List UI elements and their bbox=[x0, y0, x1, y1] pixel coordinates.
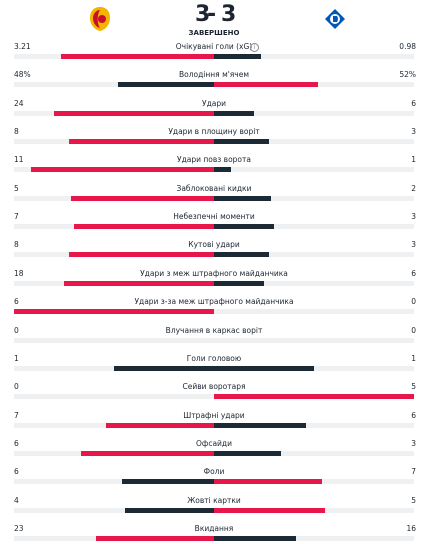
home-bar bbox=[64, 280, 214, 286]
home-logo bbox=[90, 7, 110, 31]
bar-track bbox=[14, 309, 414, 315]
stat-label: Фоли bbox=[203, 467, 225, 477]
home-bar bbox=[96, 535, 214, 541]
away-value: 7 bbox=[411, 467, 416, 477]
match-status: ЗАВЕРШЕНО bbox=[188, 29, 240, 37]
away-value: 6 bbox=[411, 410, 416, 420]
away-bar bbox=[214, 110, 254, 116]
stat-label: Удари повз ворота bbox=[177, 155, 251, 165]
away-value: 52% bbox=[399, 70, 416, 80]
home-value: 11 bbox=[14, 155, 24, 165]
away-bar bbox=[214, 535, 297, 541]
home-value: 8 bbox=[14, 240, 19, 250]
stat-label: Офсайди bbox=[196, 438, 232, 448]
home-value: 23 bbox=[14, 523, 24, 533]
away-value: 16 bbox=[406, 523, 416, 533]
home-value: 6 bbox=[14, 467, 19, 477]
home-bar bbox=[68, 139, 214, 145]
stat-label: Удари з-за меж штрафного майданчика bbox=[134, 297, 294, 307]
home-value: 6 bbox=[14, 297, 19, 307]
away-value: 3 bbox=[411, 438, 416, 448]
stat-label: Вкидання bbox=[194, 523, 234, 533]
away-value: 3 bbox=[411, 212, 416, 222]
away-bar bbox=[214, 365, 314, 371]
away-value: 0 bbox=[411, 297, 416, 307]
away-logo bbox=[325, 9, 345, 29]
away-value: 1 bbox=[411, 155, 416, 165]
away-value: 5 bbox=[411, 495, 416, 505]
away-value: 0 bbox=[411, 325, 416, 335]
home-bar bbox=[14, 309, 214, 315]
home-value: 0 bbox=[14, 382, 19, 392]
home-value: 7 bbox=[14, 212, 19, 222]
info-icon: i bbox=[250, 43, 259, 52]
away-value: 0.98 bbox=[399, 42, 416, 51]
home-bar bbox=[68, 252, 214, 258]
stat-label: Удари bbox=[202, 98, 226, 108]
home-bar bbox=[125, 507, 214, 513]
stat-label: Штрафні удари bbox=[183, 410, 245, 420]
away-score: 3 bbox=[221, 2, 238, 27]
away-value: 3 bbox=[411, 127, 416, 137]
away-bar bbox=[214, 507, 326, 513]
home-bar bbox=[74, 224, 214, 230]
away-bar bbox=[214, 224, 274, 230]
stat-label: Удари з меж штрафного майданчика bbox=[140, 268, 288, 278]
home-bar bbox=[71, 195, 214, 201]
home-value: 48% bbox=[14, 70, 31, 80]
stat-label: Голи головою bbox=[186, 353, 242, 363]
home-bar bbox=[60, 54, 214, 59]
away-bar bbox=[214, 394, 414, 400]
stat-label: Влучання в каркас воріт bbox=[165, 325, 263, 335]
home-bar bbox=[114, 365, 214, 371]
home-bar bbox=[106, 422, 214, 428]
home-value: 1 bbox=[14, 353, 19, 363]
away-bar bbox=[214, 167, 231, 173]
away-bar bbox=[214, 422, 307, 428]
bar-track bbox=[14, 337, 414, 343]
away-bar bbox=[214, 82, 318, 88]
stat-label: Заблоковані кидки bbox=[176, 183, 252, 193]
away-value: 6 bbox=[411, 98, 416, 108]
home-value: 5 bbox=[14, 183, 19, 193]
home-bar bbox=[121, 479, 214, 485]
away-value: 1 bbox=[411, 353, 416, 363]
away-bar bbox=[214, 280, 264, 286]
home-value: 18 bbox=[14, 268, 24, 278]
home-value: 7 bbox=[14, 410, 19, 420]
away-bar bbox=[214, 450, 281, 456]
stat-label: Сейви воротаря bbox=[182, 382, 246, 392]
stat-label: Кутові удари bbox=[188, 240, 240, 250]
away-bar bbox=[214, 139, 269, 145]
home-bar bbox=[54, 110, 214, 116]
home-value: 24 bbox=[14, 98, 24, 108]
home-bar bbox=[80, 450, 214, 456]
stat-label: Жовті картки bbox=[187, 495, 241, 505]
away-value: 6 bbox=[411, 268, 416, 278]
away-bar bbox=[214, 54, 261, 59]
home-bar bbox=[30, 167, 214, 173]
home-score: 3 bbox=[195, 2, 212, 27]
stat-label: Очікувані голи (xG) bbox=[175, 42, 253, 51]
away-value: 3 bbox=[411, 240, 416, 250]
stat-label: Володіння м'ячем bbox=[178, 70, 250, 80]
home-bar bbox=[118, 82, 214, 88]
away-bar bbox=[214, 252, 269, 258]
home-value: 4 bbox=[14, 495, 19, 505]
home-value: 6 bbox=[14, 438, 19, 448]
away-bar bbox=[214, 195, 272, 201]
home-value: 8 bbox=[14, 127, 19, 137]
away-value: 5 bbox=[411, 382, 416, 392]
stat-label: Небезпечні моменти bbox=[173, 212, 255, 222]
stat-label: Удари в площину воріт bbox=[168, 127, 260, 137]
home-value: 0 bbox=[14, 325, 19, 335]
away-value: 2 bbox=[411, 183, 416, 193]
home-value: 3.21 bbox=[14, 42, 31, 51]
away-bar bbox=[214, 479, 322, 485]
score-dash: - bbox=[207, 2, 218, 27]
